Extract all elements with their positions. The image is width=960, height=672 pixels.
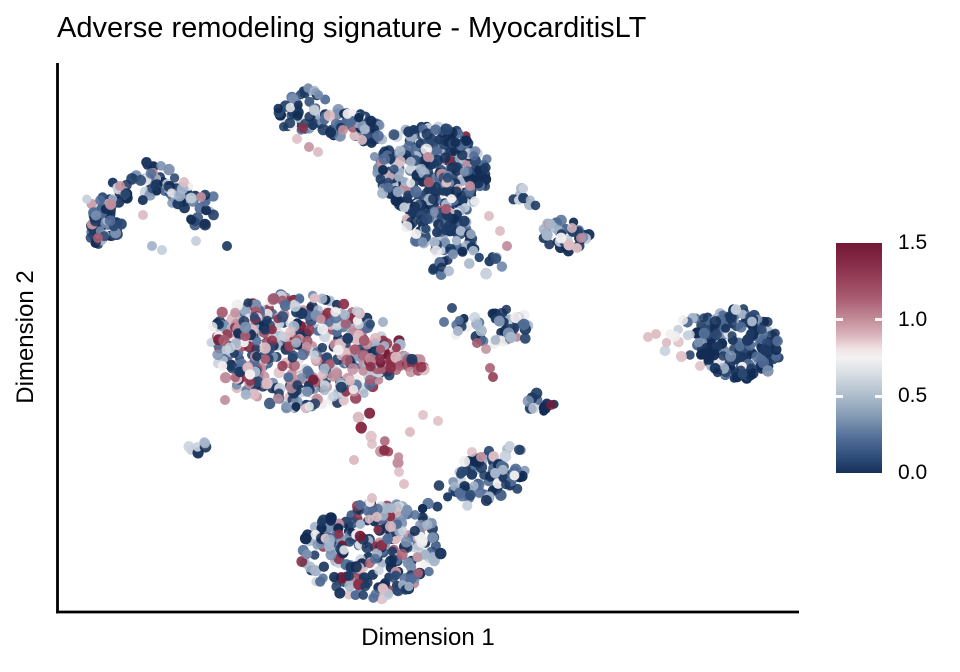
colorbar-tick-label: 0.0: [898, 461, 928, 484]
colorbar-tick-label: 1.0: [898, 307, 928, 331]
scatter-points: [82, 83, 784, 605]
colorbar-tick-label: 1.5: [898, 231, 928, 254]
colorbar-tick-mark: [875, 395, 882, 398]
colorbar-tick-mark: [875, 318, 882, 321]
y-axis-label: Dimension 2: [12, 270, 39, 404]
x-axis-label: Dimension 1: [361, 624, 495, 651]
colorbar-tick-mark: [836, 318, 843, 321]
colorbar-tick-mark: [836, 395, 843, 398]
colorbar-gradient: [836, 243, 882, 473]
chart-title: Adverse remodeling signature - Myocardit…: [57, 12, 647, 44]
colorbar-tick-label: 0.5: [898, 384, 928, 408]
